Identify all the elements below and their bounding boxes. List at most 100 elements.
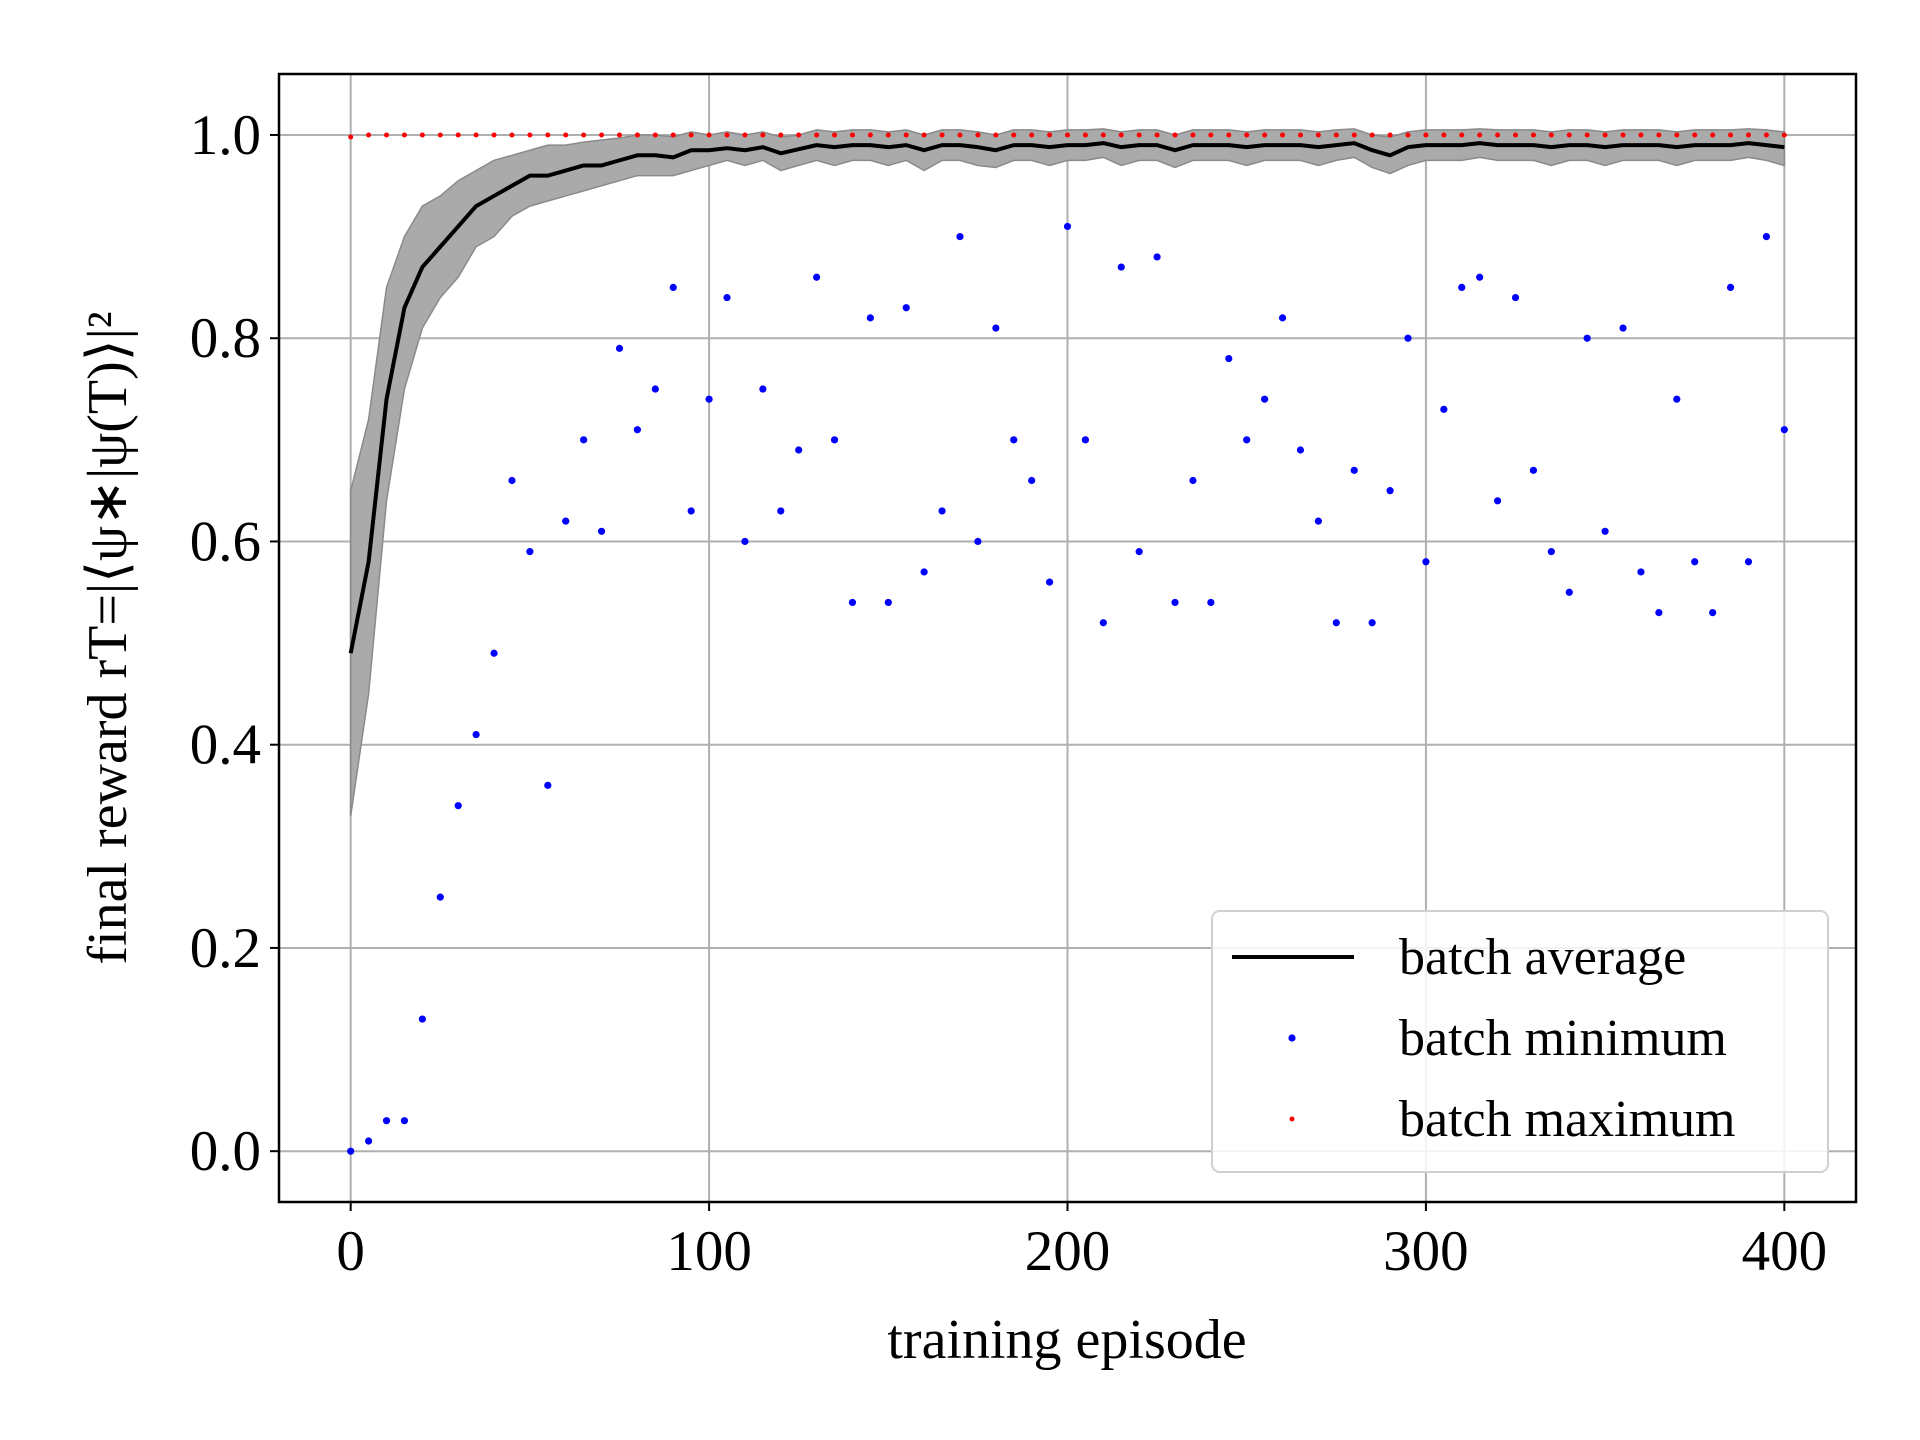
point	[832, 132, 838, 138]
x-tick-label: 0	[336, 1220, 365, 1283]
point	[526, 548, 534, 556]
x-tick-label: 400	[1742, 1220, 1828, 1283]
point	[1208, 132, 1214, 138]
point	[741, 537, 749, 546]
y-tick-label: 0.2	[190, 917, 261, 980]
point	[615, 344, 624, 352]
point	[1243, 436, 1251, 444]
line	[348, 141, 1785, 654]
point	[1332, 619, 1340, 627]
point	[688, 132, 694, 138]
point	[1495, 132, 1501, 138]
point	[1548, 132, 1554, 138]
point	[723, 293, 731, 302]
point	[545, 132, 551, 138]
point	[705, 395, 713, 403]
legend-marker	[1288, 1034, 1296, 1042]
point	[401, 132, 407, 138]
point	[1781, 132, 1787, 138]
point	[1047, 132, 1053, 138]
point	[581, 132, 587, 138]
point	[1029, 132, 1035, 138]
point	[651, 385, 659, 393]
point	[1583, 334, 1591, 342]
point	[814, 132, 820, 138]
point	[1709, 608, 1717, 617]
point	[1674, 132, 1680, 138]
point	[1477, 132, 1483, 138]
point	[938, 507, 946, 515]
point	[597, 527, 606, 535]
x-tick-label: 200	[1025, 1220, 1111, 1283]
point	[957, 132, 963, 138]
point	[1297, 132, 1303, 138]
point	[706, 132, 712, 138]
point	[1172, 132, 1178, 138]
point	[455, 132, 461, 138]
point	[1315, 132, 1321, 138]
point	[1262, 132, 1268, 138]
point	[1602, 132, 1608, 138]
point	[382, 1117, 391, 1125]
point	[884, 598, 892, 607]
point	[796, 132, 802, 138]
point	[1547, 548, 1555, 556]
point	[491, 132, 497, 138]
legend-label: batch average	[1399, 929, 1686, 986]
point	[1655, 608, 1663, 617]
y-tick-label: 1.0	[190, 104, 261, 167]
point	[885, 132, 891, 138]
point	[1458, 283, 1466, 292]
point	[1010, 436, 1018, 444]
point	[993, 132, 999, 138]
point	[599, 132, 605, 138]
point	[347, 1147, 355, 1155]
point	[902, 304, 910, 312]
x-tick-label: 300	[1383, 1220, 1469, 1283]
point	[1081, 436, 1090, 444]
point	[1511, 293, 1520, 302]
point	[1584, 132, 1590, 138]
point	[1691, 558, 1699, 566]
point	[1190, 132, 1196, 138]
point	[1620, 132, 1626, 138]
y-axis-label: final reward rT=|⟨ψ∗|ψ(T)⟩|²	[77, 311, 139, 964]
point	[1763, 132, 1769, 138]
point	[1368, 619, 1376, 627]
point	[652, 132, 658, 138]
point	[777, 507, 785, 515]
point	[830, 436, 839, 444]
point	[920, 568, 928, 576]
point	[848, 598, 857, 607]
point	[1261, 395, 1269, 403]
point	[866, 314, 874, 322]
point	[1441, 132, 1447, 138]
point	[1082, 132, 1088, 138]
point	[1656, 132, 1662, 138]
point	[778, 132, 784, 138]
plot-frame	[277, 72, 1858, 1204]
point	[1728, 132, 1734, 138]
point	[472, 730, 480, 739]
point	[633, 426, 642, 434]
point	[419, 132, 425, 138]
y-tick-label: 0.8	[190, 307, 261, 370]
point	[939, 132, 945, 138]
point	[1387, 132, 1393, 138]
point	[418, 1015, 426, 1023]
point	[1422, 558, 1430, 566]
point	[563, 132, 569, 138]
point	[1135, 548, 1143, 556]
point	[473, 132, 479, 138]
point	[813, 273, 821, 281]
point	[687, 507, 695, 515]
point	[1065, 132, 1070, 138]
point	[759, 385, 767, 393]
point	[1278, 314, 1287, 322]
point	[1117, 263, 1125, 271]
point	[1314, 517, 1322, 525]
point	[956, 232, 964, 241]
point	[1207, 598, 1215, 607]
legend-marker	[1289, 1116, 1295, 1122]
point	[795, 446, 803, 454]
